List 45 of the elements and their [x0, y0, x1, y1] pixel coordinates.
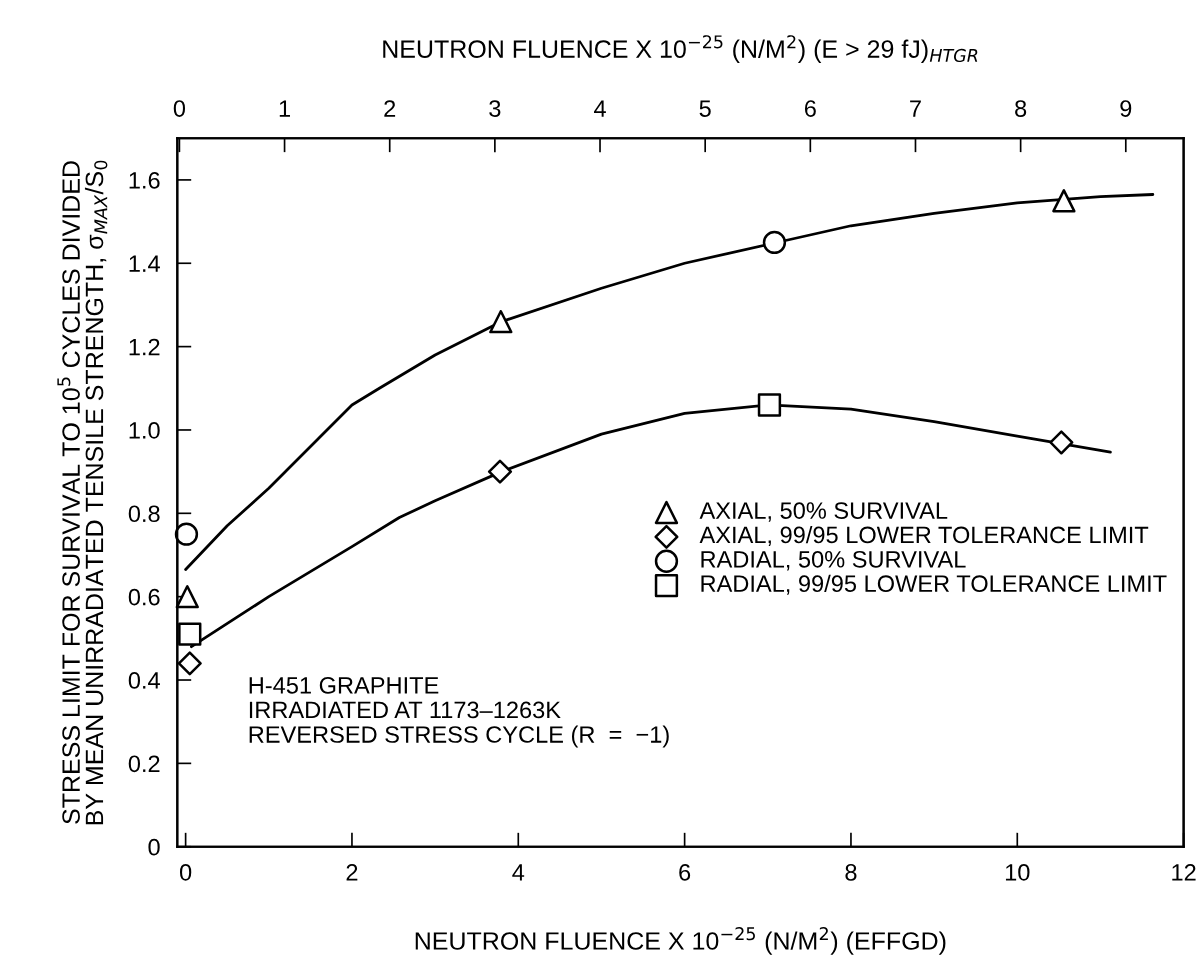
- x-axis-title: NEUTRON FLUENCE X 10$^{−25}$ (N/M$^{2}$) (EFFGD): [415, 927, 946, 955]
- legend-label: RADIAL, 99/95 LOWER TOLERANCE LIMIT: [701, 574, 1167, 595]
- point: [489, 309, 513, 334]
- x2-tick-label: 7: [910, 100, 921, 117]
- x2-tick-label: 8: [1015, 100, 1027, 117]
- point: [1049, 430, 1074, 455]
- x-tick-label: 2: [346, 864, 358, 881]
- y-tick-label: 0: [148, 838, 160, 856]
- y-axis-title: STRESS LIMIT FOR SURVIVAL TO 10$^{5}$ CYCLES DIVIDED BY MEAN UNIRRADIATED TENSILE STRENGTH, σ$_{MAX}$/S$_{0}$: [57, 160, 108, 825]
- point: [174, 522, 199, 546]
- point: [178, 622, 202, 646]
- y-tick-label: 0.2: [128, 755, 160, 773]
- legend-label: AXIAL, 99/95 LOWER TOLERANCE LIMIT: [699, 525, 1149, 547]
- y-tick-label: 1.2: [129, 338, 160, 356]
- point: [757, 393, 782, 417]
- x-tick-label: 8: [845, 864, 857, 881]
- x-tick-label: 12: [1172, 864, 1196, 881]
- legend-label: AXIAL, 50% SURVIVAL: [699, 502, 948, 522]
- y-tick-label: 0.6: [128, 588, 160, 606]
- x-tick-label: 6: [679, 864, 691, 881]
- point: [487, 459, 513, 484]
- annotation: H-451 GRAPHITE IRRADIATED AT 1173–1263K REVERSED STRESS CYCLE (R = −1): [249, 676, 669, 748]
- y-tick-label: 0.4: [128, 672, 160, 689]
- point: [762, 230, 787, 255]
- legend-label: RADIAL, 50% SURVIVAL: [701, 550, 966, 571]
- y-tick-label: 1.0: [129, 422, 160, 439]
- x2-tick-label: 1: [279, 100, 290, 117]
- x-tick-label: 0: [179, 864, 192, 881]
- y-tick-label: 1.6: [129, 171, 160, 189]
- line-series: [184, 193, 1155, 571]
- x2-tick-label: 2: [384, 100, 396, 117]
- y-tick-label: 1.4: [129, 255, 160, 272]
- x2-tick-label: 5: [699, 100, 711, 117]
- point: [175, 585, 199, 609]
- x-tick-label: 10: [1005, 864, 1030, 881]
- point: [1052, 189, 1076, 213]
- point: [177, 651, 202, 676]
- y-tick-label: 0.8: [128, 505, 160, 523]
- x2-tick-label: 3: [489, 100, 501, 117]
- x2-tick-label: 4: [594, 100, 606, 117]
- x-tick-label: 4: [512, 864, 525, 881]
- x2-tick-label: 6: [804, 100, 816, 117]
- x2-tick-label: 0: [173, 100, 186, 117]
- x2-tick-label: 9: [1120, 100, 1132, 117]
- x2-axis-title: NEUTRON FLUENCE X 10$^{−25}$ (N/M$^{2}$) (E > 29 fJ)$_{HTGR}$: [383, 35, 978, 63]
